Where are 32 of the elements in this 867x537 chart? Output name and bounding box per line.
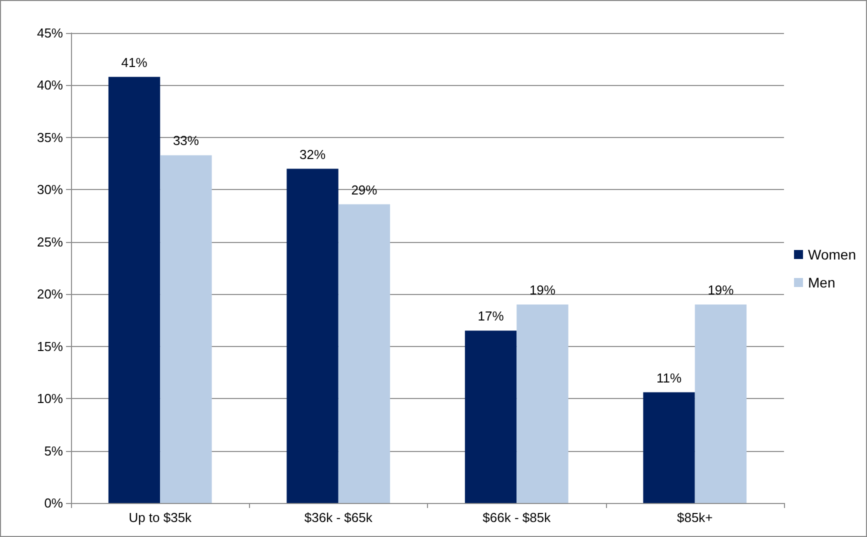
y-tick-label: 5% [44,443,64,458]
y-tick-label: 40% [36,78,64,93]
x-tick-label: $85k+ [676,510,713,525]
bar [338,204,390,503]
y-tick-label: 35% [36,130,64,145]
y-tick-label: 15% [36,338,64,354]
data-label: 19% [529,282,556,298]
data-label: 19% [708,282,734,298]
x-tick-label: $66k - $85k [482,510,552,525]
data-label: 41% [121,54,148,70]
bar [694,304,747,503]
x-tick-label: $36k - $65k [304,510,373,525]
y-tick-label: 10% [36,391,64,406]
bar [516,304,568,503]
y-tick-label: 45% [36,26,64,40]
legend-label: Men [808,274,836,290]
bar [108,76,160,503]
bar [464,330,517,503]
data-label: 11% [656,370,682,386]
bar [286,168,338,503]
bar [160,155,212,503]
y-tick-label: 20% [36,286,64,302]
legend-label: Women [808,246,856,262]
data-label: 29% [351,182,378,198]
data-label: 32% [300,146,326,162]
y-tick-label: 0% [44,496,64,510]
data-label: 17% [478,308,504,324]
data-label: 33% [172,133,200,148]
x-tick-label: Up to $35k [128,510,192,525]
y-tick-label: 30% [36,182,64,198]
bar [643,392,695,503]
y-tick-label: 25% [36,234,64,250]
